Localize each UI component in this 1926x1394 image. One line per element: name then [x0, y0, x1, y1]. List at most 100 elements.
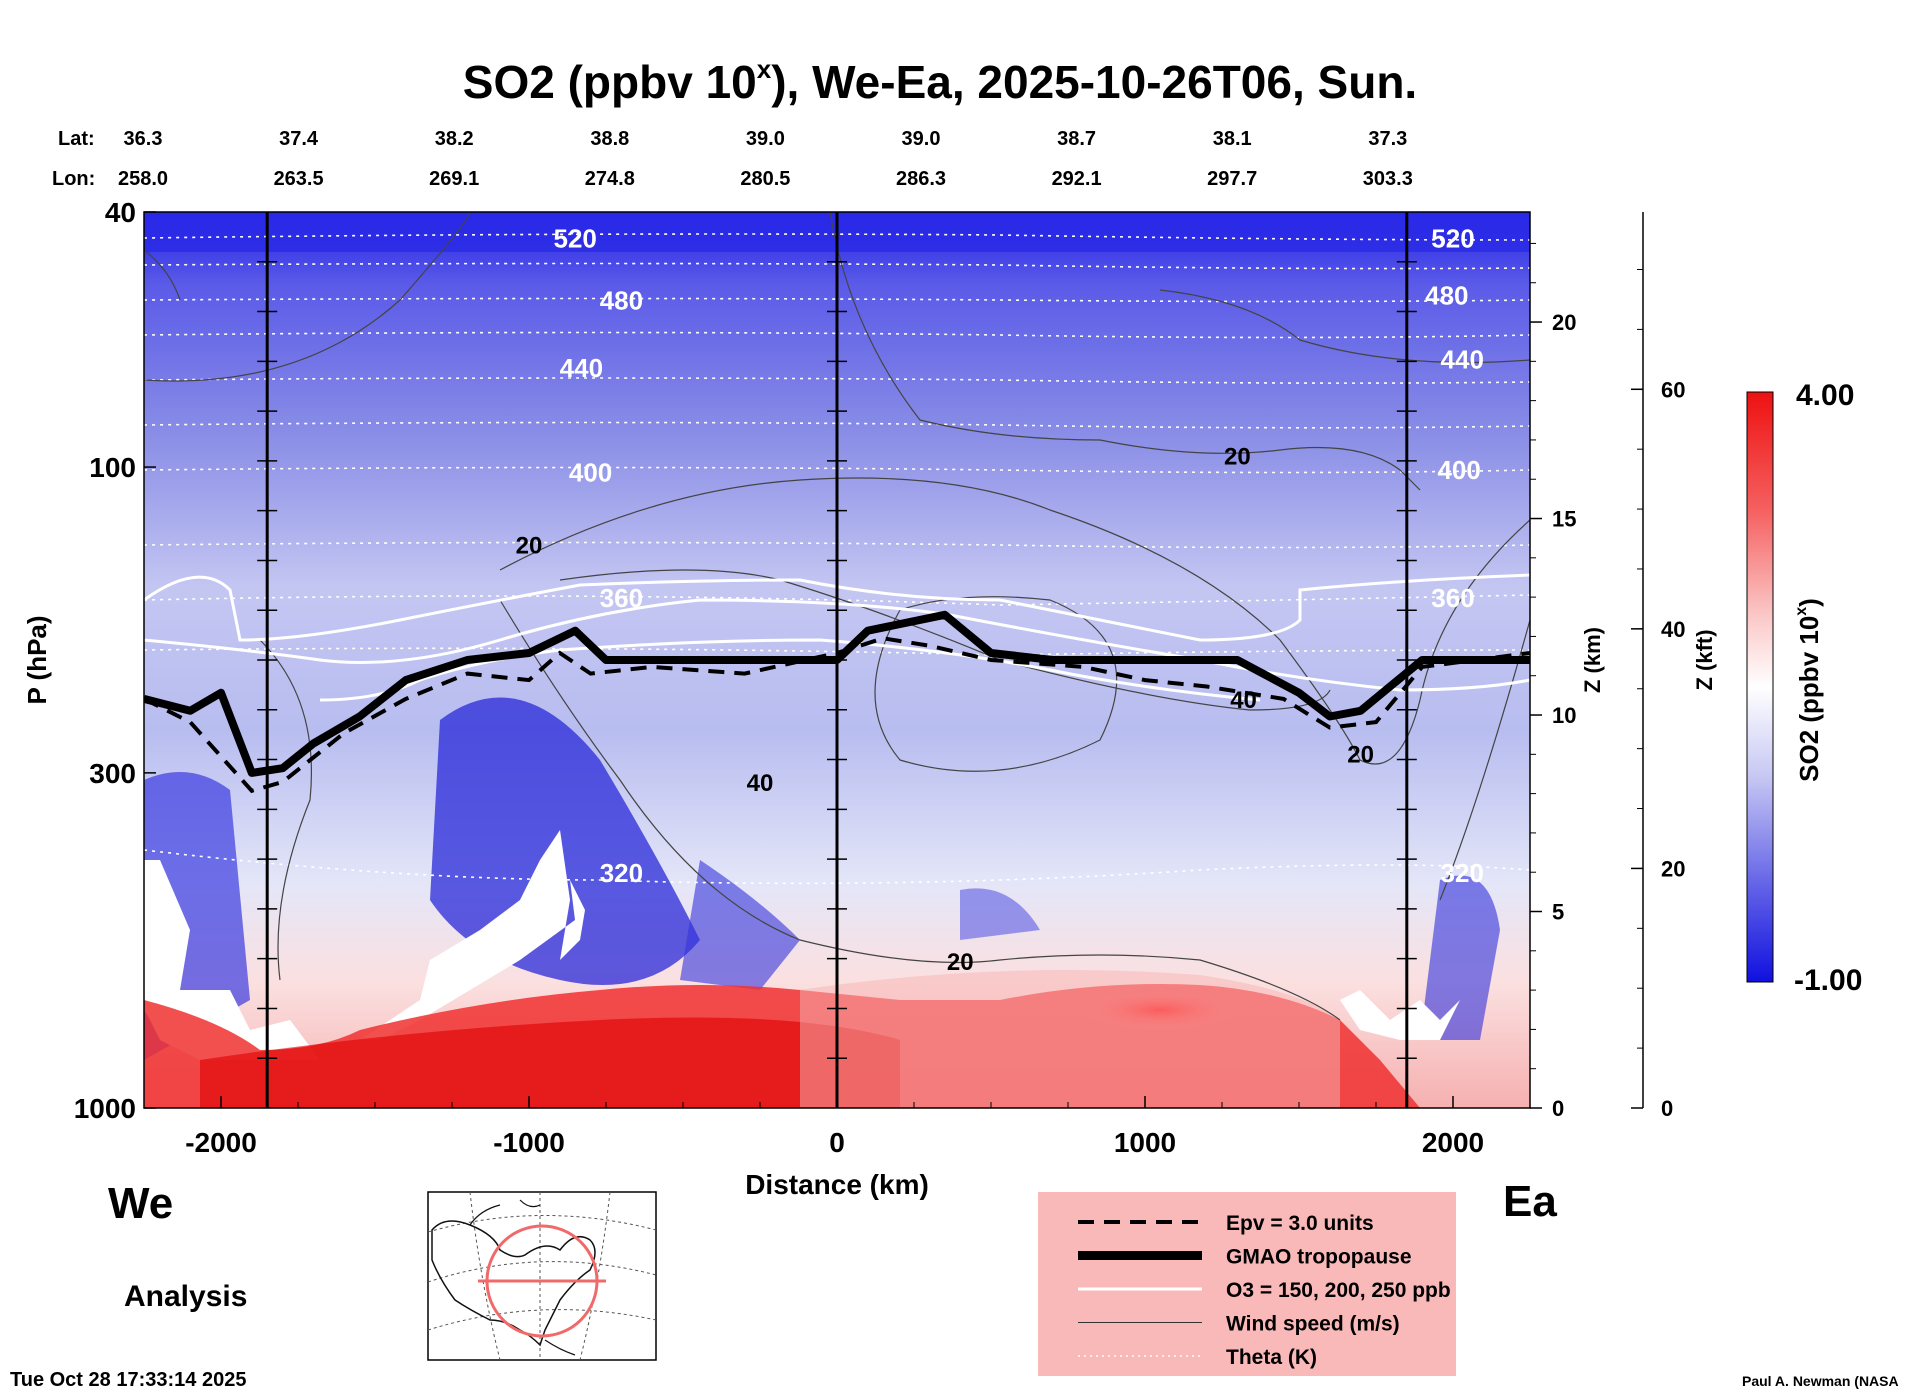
theta-480: [144, 297, 1530, 303]
theta-500: [144, 262, 1530, 270]
theta-label: 480: [600, 286, 643, 316]
analysis-label: Analysis: [124, 1280, 247, 1313]
moderate-so2-band: [800, 970, 1340, 1108]
wind-contour-40-inner: [874, 596, 1118, 772]
lon-value: 263.5: [274, 168, 324, 190]
theta-label: 360: [600, 583, 643, 613]
lon-value: 258.0: [118, 168, 168, 190]
lat-values-row: 36.3 37.4 38.2 38.8 39.0 39.0 38.7 38.1 37.3: [124, 128, 1408, 150]
z-km-tick-label: 0: [1552, 1096, 1564, 1121]
legend-label: GMAO tropopause: [1226, 1246, 1412, 1269]
theta-460: [144, 331, 1530, 339]
legend-item: Theta (K): [1078, 1346, 1317, 1369]
lon-value: 280.5: [740, 168, 790, 190]
legend-item: O3 = 150, 200, 250 ppb: [1078, 1279, 1451, 1302]
y-tick-label: 1000: [74, 1093, 136, 1124]
y-tick-label: 100: [89, 452, 136, 483]
theta-label: 520: [554, 224, 597, 254]
lat-value: 39.0: [746, 128, 785, 150]
legend-label: Epv = 3.0 units: [1226, 1212, 1374, 1235]
wind-label: 40: [747, 770, 774, 797]
title-superscript: x: [757, 54, 772, 84]
lat-value: 36.3: [124, 128, 163, 150]
legend-item: Epv = 3.0 units: [1078, 1212, 1374, 1235]
lon-value: 269.1: [429, 168, 479, 190]
wind-contour-upper-west: [144, 249, 181, 301]
z-kft-axis: 0 20 40 60: [1631, 212, 1685, 1121]
legend: Epv = 3.0 units GMAO tropopause O3 = 150, …: [1038, 1192, 1456, 1376]
wind-labels: 20 40 20 20 40 20: [516, 444, 1374, 976]
lat-value: 38.2: [435, 128, 474, 150]
colorbar-title-end: ): [1794, 598, 1824, 607]
y-tick-label: 40: [105, 197, 136, 228]
low-so2-blob-mid: [680, 860, 800, 990]
y-axis: 1000 300 100 40: [74, 197, 156, 1124]
z-kft-tick-label: 40: [1661, 617, 1685, 642]
z-km-tick-label: 15: [1552, 507, 1576, 532]
wind-contour-20-east: [1439, 619, 1530, 901]
inset-coast-detail: [469, 1199, 576, 1356]
inset-map: [427, 1191, 657, 1361]
colorbar-title-main: SO2 (ppbv 10: [1794, 616, 1824, 782]
wind-label: 20: [947, 949, 974, 976]
lon-value: 286.3: [896, 168, 946, 190]
no-data-region-east: [1340, 990, 1460, 1040]
colorbar-gradient: [1746, 391, 1774, 983]
theta-420: [144, 421, 1530, 429]
low-so2-blob-east: [1420, 875, 1500, 1040]
x-tick-label: 0: [829, 1127, 845, 1158]
x-axis: -2000 -1000 0 1000 2000: [185, 1096, 1484, 1158]
x-tick-label: -2000: [185, 1127, 257, 1158]
wind-contour-20-low: [499, 599, 1341, 1021]
theta-380: [144, 541, 1530, 549]
legend-items: Epv = 3.0 units GMAO tropopause O3 = 150, …: [1078, 1212, 1451, 1369]
ozone-250: [319, 638, 1261, 702]
lon-value: 292.1: [1052, 168, 1102, 190]
no-data-region-west: [144, 860, 320, 1060]
colorbar-title-sup: x: [1793, 607, 1810, 616]
x-tick-label: 2000: [1422, 1127, 1484, 1158]
theta-label: 480: [1425, 281, 1468, 311]
z-km-tick-label: 20: [1552, 310, 1576, 335]
colorbar-title: SO2 (ppbv 10x): [1793, 598, 1824, 782]
lat-value: 37.3: [1368, 128, 1407, 150]
theta-label: 400: [1437, 455, 1480, 485]
theta-label: 320: [1441, 858, 1484, 888]
vertical-reference-lines: [257, 212, 1417, 1108]
wind-label: 20: [1347, 742, 1374, 769]
legend-item: GMAO tropopause: [1078, 1246, 1412, 1269]
z-km-title: Z (km): [1580, 627, 1605, 693]
theta-label: 440: [560, 353, 603, 383]
wind-label: 20: [1224, 444, 1251, 471]
theta-320: [144, 849, 1530, 885]
z-kft-tick-label: 0: [1661, 1096, 1673, 1121]
theta-440: [144, 377, 1530, 384]
z-kft-tick-label: 60: [1661, 377, 1685, 402]
lat-value: 38.1: [1213, 128, 1252, 150]
z-kft-tick-label: 20: [1661, 856, 1685, 881]
west-label: We: [108, 1179, 173, 1228]
z-km-tick-label: 5: [1552, 900, 1564, 925]
z-km-tick-label: 10: [1552, 703, 1576, 728]
theta-360: [144, 594, 1530, 606]
legend-label: O3 = 150, 200, 250 ppb: [1226, 1279, 1451, 1302]
wind-label: 20: [516, 532, 543, 559]
theta-label: 320: [600, 858, 643, 888]
lon-label: Lon:: [52, 168, 95, 190]
legend-item: Wind speed (m/s): [1078, 1313, 1400, 1336]
east-label: Ea: [1503, 1177, 1557, 1226]
theta-520: [144, 233, 1530, 241]
lon-value: 274.8: [585, 168, 635, 190]
y-axis-title: P (hPa): [22, 615, 52, 704]
lat-value: 37.4: [279, 128, 319, 150]
legend-label: Theta (K): [1226, 1346, 1317, 1369]
ozone-150: [144, 573, 1530, 642]
theta-label: 520: [1431, 224, 1474, 254]
low-so2-blob-central: [430, 697, 700, 985]
colorbar: 4.00 -1.00 SO2 (ppbv 10x): [1746, 379, 1862, 997]
lon-values-row: 258.0 263.5 269.1 274.8 280.5 286.3 292.1 297.7…: [118, 168, 1413, 190]
credit: Paul A. Newman (NASA: [1742, 1373, 1899, 1389]
z-kft-title: Z (kft): [1692, 629, 1717, 690]
inset-map-frame: [427, 1191, 657, 1361]
